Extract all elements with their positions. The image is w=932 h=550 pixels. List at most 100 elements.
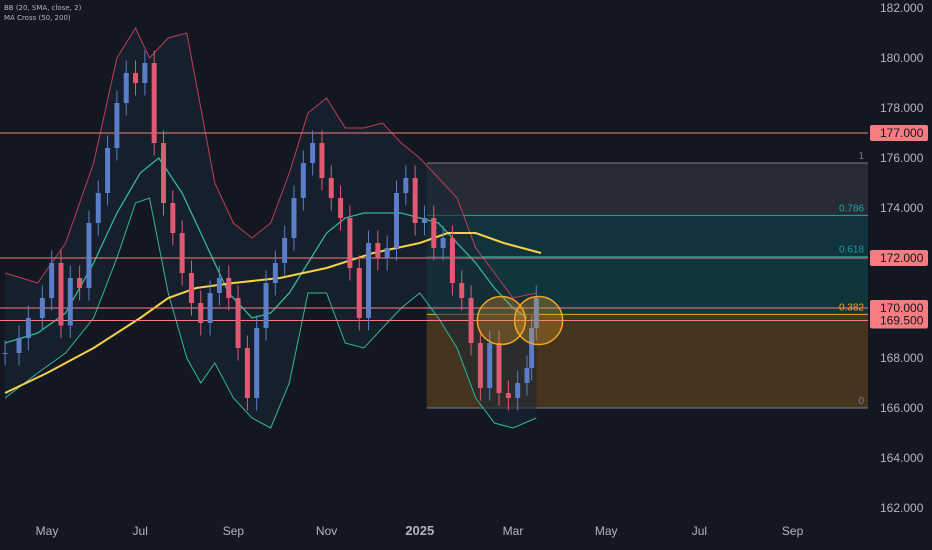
candle-body (254, 328, 260, 398)
candle-body (328, 178, 334, 198)
candle-body (216, 278, 222, 293)
candle-body (310, 143, 316, 163)
candle-body (95, 193, 101, 223)
price-level-label: 169.500 (880, 314, 924, 328)
candle-body (524, 368, 530, 383)
candle-body (105, 148, 111, 193)
candle-body (394, 193, 399, 248)
x-tick-label: Nov (316, 524, 337, 538)
ma200-line (4, 232, 542, 394)
candle-body (477, 343, 483, 388)
highlight-circle (476, 295, 527, 346)
x-tick-label: Sep (223, 524, 245, 538)
fib-zone (426, 163, 868, 216)
candle-body (272, 263, 278, 283)
candle-body (142, 63, 148, 83)
x-axis[interactable]: May Jul Sep Nov 2025 Mar May Jul Sep (36, 523, 804, 538)
bb-upper-line (4, 26, 537, 299)
candle-body (487, 343, 493, 388)
y-axis[interactable]: 182.000 180.000 178.000 176.000 174.000 172.0… (870, 1, 928, 515)
bollinger-bands (4, 26, 537, 429)
candle-body (440, 238, 446, 248)
candle-body (114, 103, 120, 148)
indicator-legend[interactable]: BB (20, SMA, close, 2) MA Cross (50, 200… (4, 3, 81, 23)
y-tick-label: 166.000 (880, 401, 924, 415)
x-tick-label: Jul (133, 524, 148, 538)
y-tick-label: 182.000 (880, 1, 924, 15)
candle-body (25, 318, 31, 338)
candle-body (384, 248, 390, 258)
candle-body (291, 198, 297, 238)
y-tick-label: 176.000 (880, 151, 924, 165)
candle-body (67, 278, 73, 326)
price-level-box (870, 300, 928, 316)
bb-lower-line (4, 197, 537, 429)
candle-body (133, 73, 139, 83)
candle-body (198, 303, 204, 323)
candle-body (505, 393, 511, 398)
bb-fill (5, 28, 537, 428)
candle-body (161, 143, 166, 203)
x-tick-label: Jul (692, 524, 707, 538)
fib-level-label: 0 (858, 396, 864, 407)
candle-body (449, 238, 455, 283)
bb-legend-label[interactable]: BB (20, SMA, close, 2) (4, 4, 82, 12)
candle-body (16, 338, 22, 353)
candle-body (244, 348, 250, 398)
candle-body (338, 198, 344, 218)
candle-body (496, 343, 502, 393)
candle-body (188, 273, 194, 303)
candle-body (431, 218, 437, 248)
candle-body (58, 263, 64, 326)
candle-body (77, 278, 83, 288)
candle-body (263, 283, 269, 328)
highlight-circles[interactable] (476, 295, 564, 346)
candle-body (459, 283, 465, 298)
y-tick-label: 162.000 (880, 501, 924, 515)
price-level-label: 177.000 (880, 126, 924, 140)
ma-cross-legend-label[interactable]: MA Cross (50, 200) (4, 14, 71, 22)
candle-body (403, 178, 409, 193)
y-tick-label: 164.000 (880, 451, 924, 465)
candle-body (207, 293, 213, 323)
candle-body (347, 218, 353, 268)
candle-body (170, 203, 176, 233)
x-tick-label: May (36, 524, 59, 538)
fib-level-label: 0.618 (839, 245, 864, 256)
fib-level-label: 1 (858, 151, 864, 162)
x-tick-label: May (595, 524, 618, 538)
candle-body (533, 298, 539, 328)
candle-body (468, 298, 474, 343)
candles (2, 50, 539, 411)
price-level-label: 170.000 (880, 301, 924, 315)
price-level-box (870, 125, 928, 141)
price-level-box (870, 250, 928, 266)
candle-body (86, 223, 92, 288)
candle-body (235, 298, 241, 348)
candle-body (282, 238, 288, 263)
candle-body (39, 298, 45, 318)
candle-body (515, 383, 521, 398)
candle-body (529, 328, 535, 368)
candle-body (123, 73, 129, 103)
price-level-label: 172.000 (880, 251, 924, 265)
y-tick-label: 174.000 (880, 201, 924, 215)
candle-body (356, 268, 362, 318)
candle-body (421, 218, 427, 223)
candle-body (179, 233, 185, 273)
candle-body (366, 243, 372, 318)
horizontal-levels[interactable] (0, 132, 868, 321)
y-tick-label: 180.000 (880, 51, 924, 65)
x-tick-label: 2025 (405, 523, 434, 538)
candle-body (49, 263, 55, 298)
y-tick-label: 168.000 (880, 351, 924, 365)
candle-body (412, 178, 418, 223)
candle-body (300, 163, 306, 198)
candle-body (319, 143, 325, 178)
y-tick-label: 178.000 (880, 101, 924, 115)
candle-body (226, 278, 232, 298)
x-tick-label: Mar (503, 524, 524, 538)
candle-body (2, 353, 8, 354)
fib-level-label: 0.786 (839, 203, 864, 214)
